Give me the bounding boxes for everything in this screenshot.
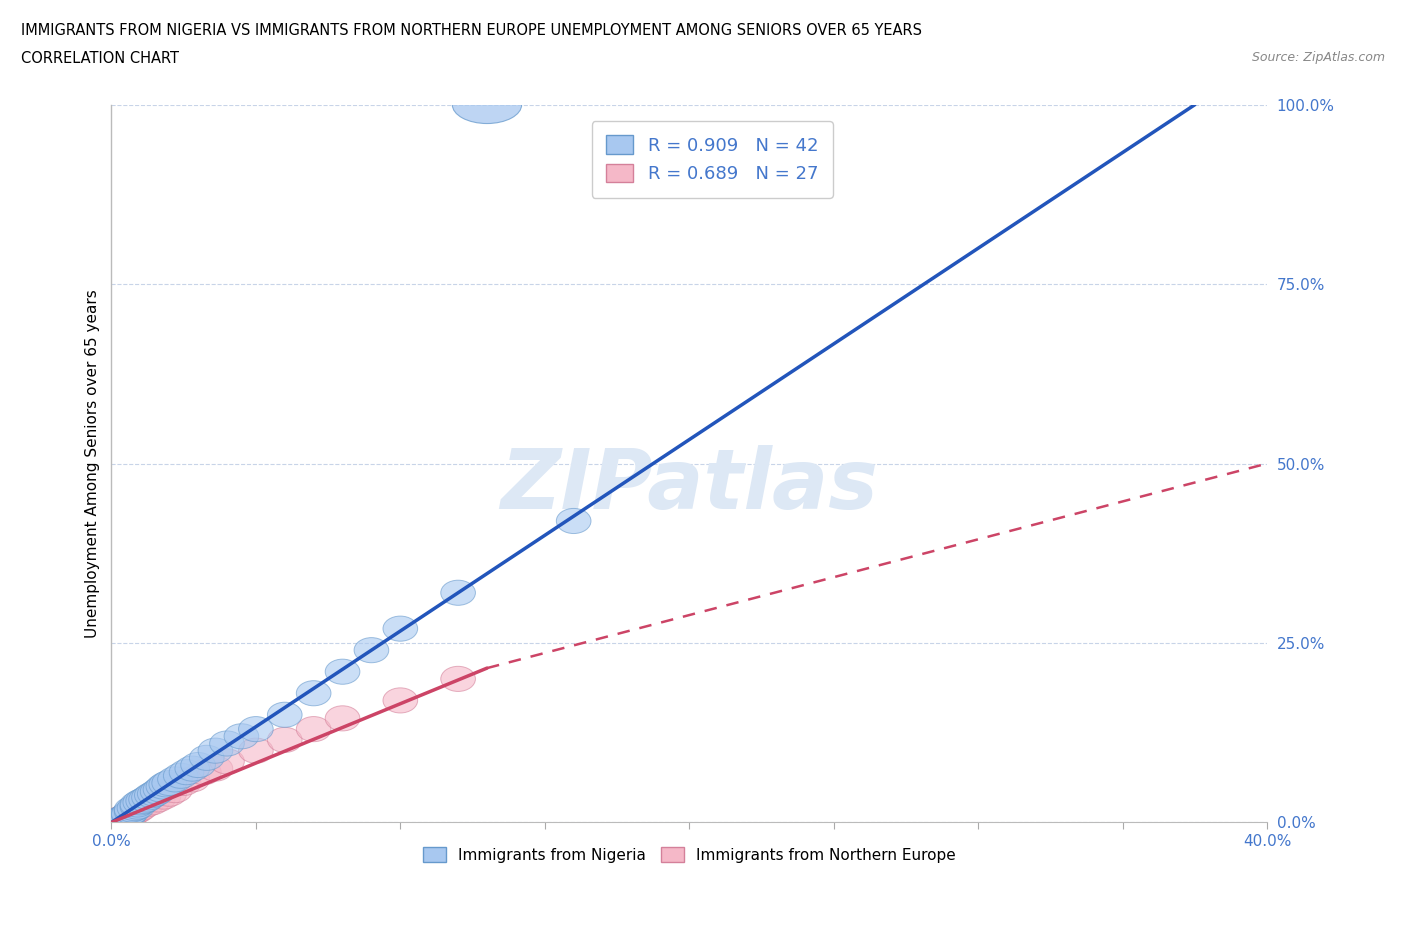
Ellipse shape: [149, 772, 184, 797]
Ellipse shape: [297, 681, 330, 706]
Ellipse shape: [267, 702, 302, 727]
Ellipse shape: [141, 787, 174, 812]
Ellipse shape: [108, 804, 143, 830]
Ellipse shape: [111, 803, 146, 828]
Ellipse shape: [135, 783, 169, 808]
Ellipse shape: [108, 805, 143, 830]
Ellipse shape: [440, 666, 475, 691]
Ellipse shape: [174, 756, 209, 781]
Ellipse shape: [100, 808, 135, 833]
Ellipse shape: [97, 809, 132, 834]
Y-axis label: Unemployment Among Seniors over 65 years: Unemployment Among Seniors over 65 years: [86, 289, 100, 638]
Ellipse shape: [117, 799, 152, 824]
Ellipse shape: [120, 798, 155, 823]
Ellipse shape: [111, 802, 146, 827]
Ellipse shape: [122, 790, 157, 815]
Ellipse shape: [129, 792, 163, 817]
Ellipse shape: [114, 799, 149, 824]
Ellipse shape: [224, 724, 259, 749]
Ellipse shape: [382, 688, 418, 713]
Ellipse shape: [453, 86, 522, 124]
Ellipse shape: [143, 777, 179, 802]
Ellipse shape: [120, 794, 155, 819]
Ellipse shape: [146, 774, 181, 799]
Ellipse shape: [152, 770, 187, 795]
Ellipse shape: [174, 767, 209, 792]
Ellipse shape: [297, 717, 330, 742]
Ellipse shape: [108, 804, 143, 830]
Ellipse shape: [209, 731, 245, 756]
Ellipse shape: [267, 727, 302, 752]
Legend: Immigrants from Nigeria, Immigrants from Northern Europe: Immigrants from Nigeria, Immigrants from…: [416, 841, 962, 869]
Ellipse shape: [141, 779, 174, 804]
Ellipse shape: [325, 659, 360, 684]
Ellipse shape: [114, 797, 149, 822]
Ellipse shape: [103, 807, 138, 832]
Ellipse shape: [135, 790, 169, 815]
Ellipse shape: [114, 802, 149, 827]
Ellipse shape: [354, 638, 389, 663]
Ellipse shape: [382, 616, 418, 641]
Ellipse shape: [152, 781, 187, 806]
Ellipse shape: [190, 745, 224, 770]
Ellipse shape: [103, 807, 138, 832]
Ellipse shape: [129, 787, 163, 812]
Ellipse shape: [325, 706, 360, 731]
Ellipse shape: [166, 770, 201, 795]
Ellipse shape: [440, 580, 475, 605]
Ellipse shape: [120, 792, 155, 817]
Ellipse shape: [198, 756, 233, 781]
Ellipse shape: [122, 795, 157, 820]
Ellipse shape: [198, 738, 233, 764]
Ellipse shape: [127, 789, 160, 814]
Text: Source: ZipAtlas.com: Source: ZipAtlas.com: [1251, 51, 1385, 64]
Ellipse shape: [157, 767, 193, 792]
Ellipse shape: [239, 717, 273, 742]
Ellipse shape: [146, 784, 181, 809]
Text: ZIPatlas: ZIPatlas: [501, 445, 879, 525]
Ellipse shape: [187, 760, 221, 785]
Ellipse shape: [117, 795, 152, 820]
Ellipse shape: [105, 805, 141, 830]
Ellipse shape: [111, 803, 146, 828]
Ellipse shape: [157, 777, 193, 803]
Ellipse shape: [100, 808, 135, 833]
Ellipse shape: [105, 806, 141, 831]
Text: CORRELATION CHART: CORRELATION CHART: [21, 51, 179, 66]
Ellipse shape: [239, 738, 273, 764]
Ellipse shape: [138, 781, 172, 806]
Ellipse shape: [132, 785, 166, 810]
Ellipse shape: [97, 809, 132, 834]
Ellipse shape: [163, 764, 198, 789]
Ellipse shape: [557, 509, 591, 534]
Ellipse shape: [169, 760, 204, 785]
Ellipse shape: [181, 752, 215, 777]
Ellipse shape: [209, 749, 245, 774]
Text: IMMIGRANTS FROM NIGERIA VS IMMIGRANTS FROM NORTHERN EUROPE UNEMPLOYMENT AMONG SE: IMMIGRANTS FROM NIGERIA VS IMMIGRANTS FR…: [21, 23, 922, 38]
